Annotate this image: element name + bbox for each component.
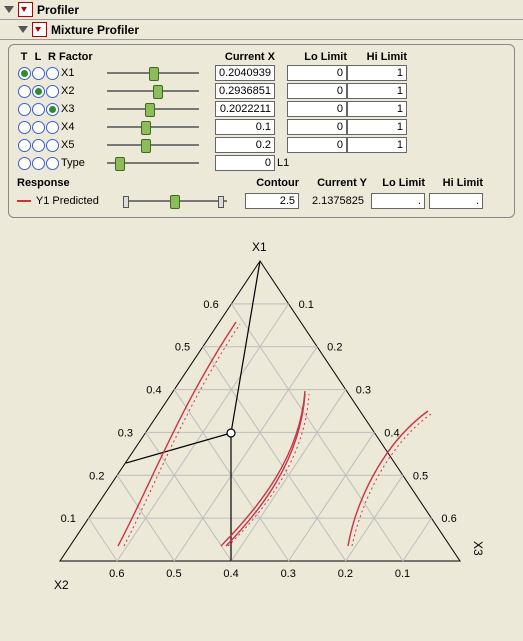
response-header: Response (17, 177, 117, 189)
slider-X2[interactable] (107, 84, 199, 98)
radio-L-X4[interactable] (32, 121, 45, 134)
col-HiLimit: Hi Limit (347, 51, 407, 63)
lolimit-X4[interactable]: 0 (287, 119, 347, 135)
slider-X4[interactable] (107, 120, 199, 134)
slider-X5[interactable] (107, 138, 199, 152)
svg-text:0.2: 0.2 (327, 342, 342, 354)
lolimit-X3[interactable]: 0 (287, 101, 347, 117)
mixture-header[interactable]: Mixture Profiler (0, 20, 523, 39)
svg-text:0.1: 0.1 (395, 568, 410, 580)
hilimit-X4[interactable]: 1 (347, 119, 407, 135)
currentx-X1[interactable]: 0.2040939 (215, 65, 275, 81)
hilimit-X5[interactable]: 1 (347, 137, 407, 153)
radio-R-X3[interactable] (46, 103, 59, 116)
col-LoLimit: Lo Limit (287, 51, 347, 63)
svg-text:0.3: 0.3 (356, 385, 371, 397)
currentx-X4[interactable]: 0.1 (215, 119, 275, 135)
factor-label-X2: X2 (59, 85, 103, 97)
svg-text:X2: X2 (54, 578, 69, 592)
svg-text:0.6: 0.6 (441, 513, 456, 525)
hilimit-resp-header: Hi Limit (429, 177, 483, 189)
hilimit-X2[interactable]: 1 (347, 83, 407, 99)
svg-text:X3: X3 (471, 541, 485, 556)
svg-text:0.2: 0.2 (89, 470, 104, 482)
factor-label-X3: X3 (59, 103, 103, 115)
hilimit-X3[interactable]: 1 (347, 101, 407, 117)
radio-L-Type[interactable] (32, 157, 45, 170)
lolimit-X5[interactable]: 0 (287, 137, 347, 153)
svg-text:0.3: 0.3 (281, 568, 296, 580)
controls-panel: TLRFactorCurrent XLo LimitHi LimitX10.20… (8, 44, 515, 218)
radio-T-X2[interactable] (18, 85, 31, 98)
radio-R-X5[interactable] (46, 139, 59, 152)
svg-text:0.2: 0.2 (338, 568, 353, 580)
currenty-header: Current Y (303, 177, 367, 189)
hotspot-icon[interactable] (32, 22, 47, 37)
radio-T-Type[interactable] (18, 157, 31, 170)
currentx-X3[interactable]: 0.2022211 (215, 101, 275, 117)
svg-text:0.5: 0.5 (166, 568, 181, 580)
radio-T-X1[interactable] (18, 67, 31, 80)
radio-L-X5[interactable] (32, 139, 45, 152)
svg-text:0.5: 0.5 (175, 342, 190, 354)
svg-text:0.1: 0.1 (61, 513, 76, 525)
ternary-plot[interactable]: 0.1 0.6 0.6 0.2 0.5 0.5 0.3 0.4 0.4 0.4 0.3 0.3 0.5 0… (0, 226, 523, 616)
currentx-X2[interactable]: 0.2936851 (215, 83, 275, 99)
lolimit-resp-header: Lo Limit (371, 177, 425, 189)
slider-X3[interactable] (107, 102, 199, 116)
disclosure-icon[interactable] (18, 26, 28, 33)
radio-L-X1[interactable] (32, 67, 45, 80)
mixture-title: Mixture Profiler (51, 23, 139, 37)
radio-R-X4[interactable] (46, 121, 59, 134)
slider-X1[interactable] (107, 66, 199, 80)
radio-R-X2[interactable] (46, 85, 59, 98)
contour-value[interactable]: 2.5 (245, 193, 299, 209)
currentx-X5[interactable]: 0.2 (215, 137, 275, 153)
profiler-header[interactable]: Profiler (0, 0, 523, 19)
radio-T-X4[interactable] (18, 121, 31, 134)
factor-label-Type: Type (59, 157, 103, 169)
radio-L-X3[interactable] (32, 103, 45, 116)
svg-text:0.6: 0.6 (203, 299, 218, 311)
svg-text:0.1: 0.1 (299, 299, 314, 311)
disclosure-icon[interactable] (4, 6, 14, 13)
radio-R-Type[interactable] (46, 157, 59, 170)
contour-header: Contour (245, 177, 299, 189)
resp-hilimit[interactable]: . (429, 193, 483, 209)
radio-L-X2[interactable] (32, 85, 45, 98)
factor-label-X1: X1 (59, 67, 103, 79)
currentx-Type[interactable]: 0 (215, 155, 275, 171)
svg-text:X1: X1 (252, 240, 267, 254)
response-color-swatch (17, 200, 31, 202)
radio-R-X1[interactable] (46, 67, 59, 80)
svg-text:0.4: 0.4 (384, 427, 399, 439)
resp-lolimit[interactable]: . (371, 193, 425, 209)
factor-label-X4: X4 (59, 121, 103, 133)
svg-text:0.3: 0.3 (118, 427, 133, 439)
hilimit-X1[interactable]: 1 (347, 65, 407, 81)
factor-label-X5: X5 (59, 139, 103, 151)
hotspot-icon[interactable] (18, 2, 33, 17)
col-T: T (17, 51, 31, 63)
col-CurrentX: Current X (215, 51, 275, 63)
svg-text:0.4: 0.4 (223, 568, 238, 580)
contour-slider[interactable] (121, 193, 231, 209)
col-R: R (45, 51, 59, 63)
profiler-title: Profiler (37, 3, 79, 17)
radio-T-X5[interactable] (18, 139, 31, 152)
col-L: L (31, 51, 45, 63)
lolimit-X2[interactable]: 0 (287, 83, 347, 99)
svg-text:0.5: 0.5 (413, 470, 428, 482)
response-name: Y1 Predicted (17, 195, 117, 207)
svg-text:0.4: 0.4 (146, 385, 161, 397)
currenty-value: 2.1375825 (303, 194, 367, 208)
rowlabel-Type: L1 (275, 157, 287, 169)
slider-Type[interactable] (107, 156, 199, 170)
lolimit-X1[interactable]: 0 (287, 65, 347, 81)
col-Factor: Factor (59, 51, 103, 63)
radio-T-X3[interactable] (18, 103, 31, 116)
svg-text:0.6: 0.6 (109, 568, 124, 580)
